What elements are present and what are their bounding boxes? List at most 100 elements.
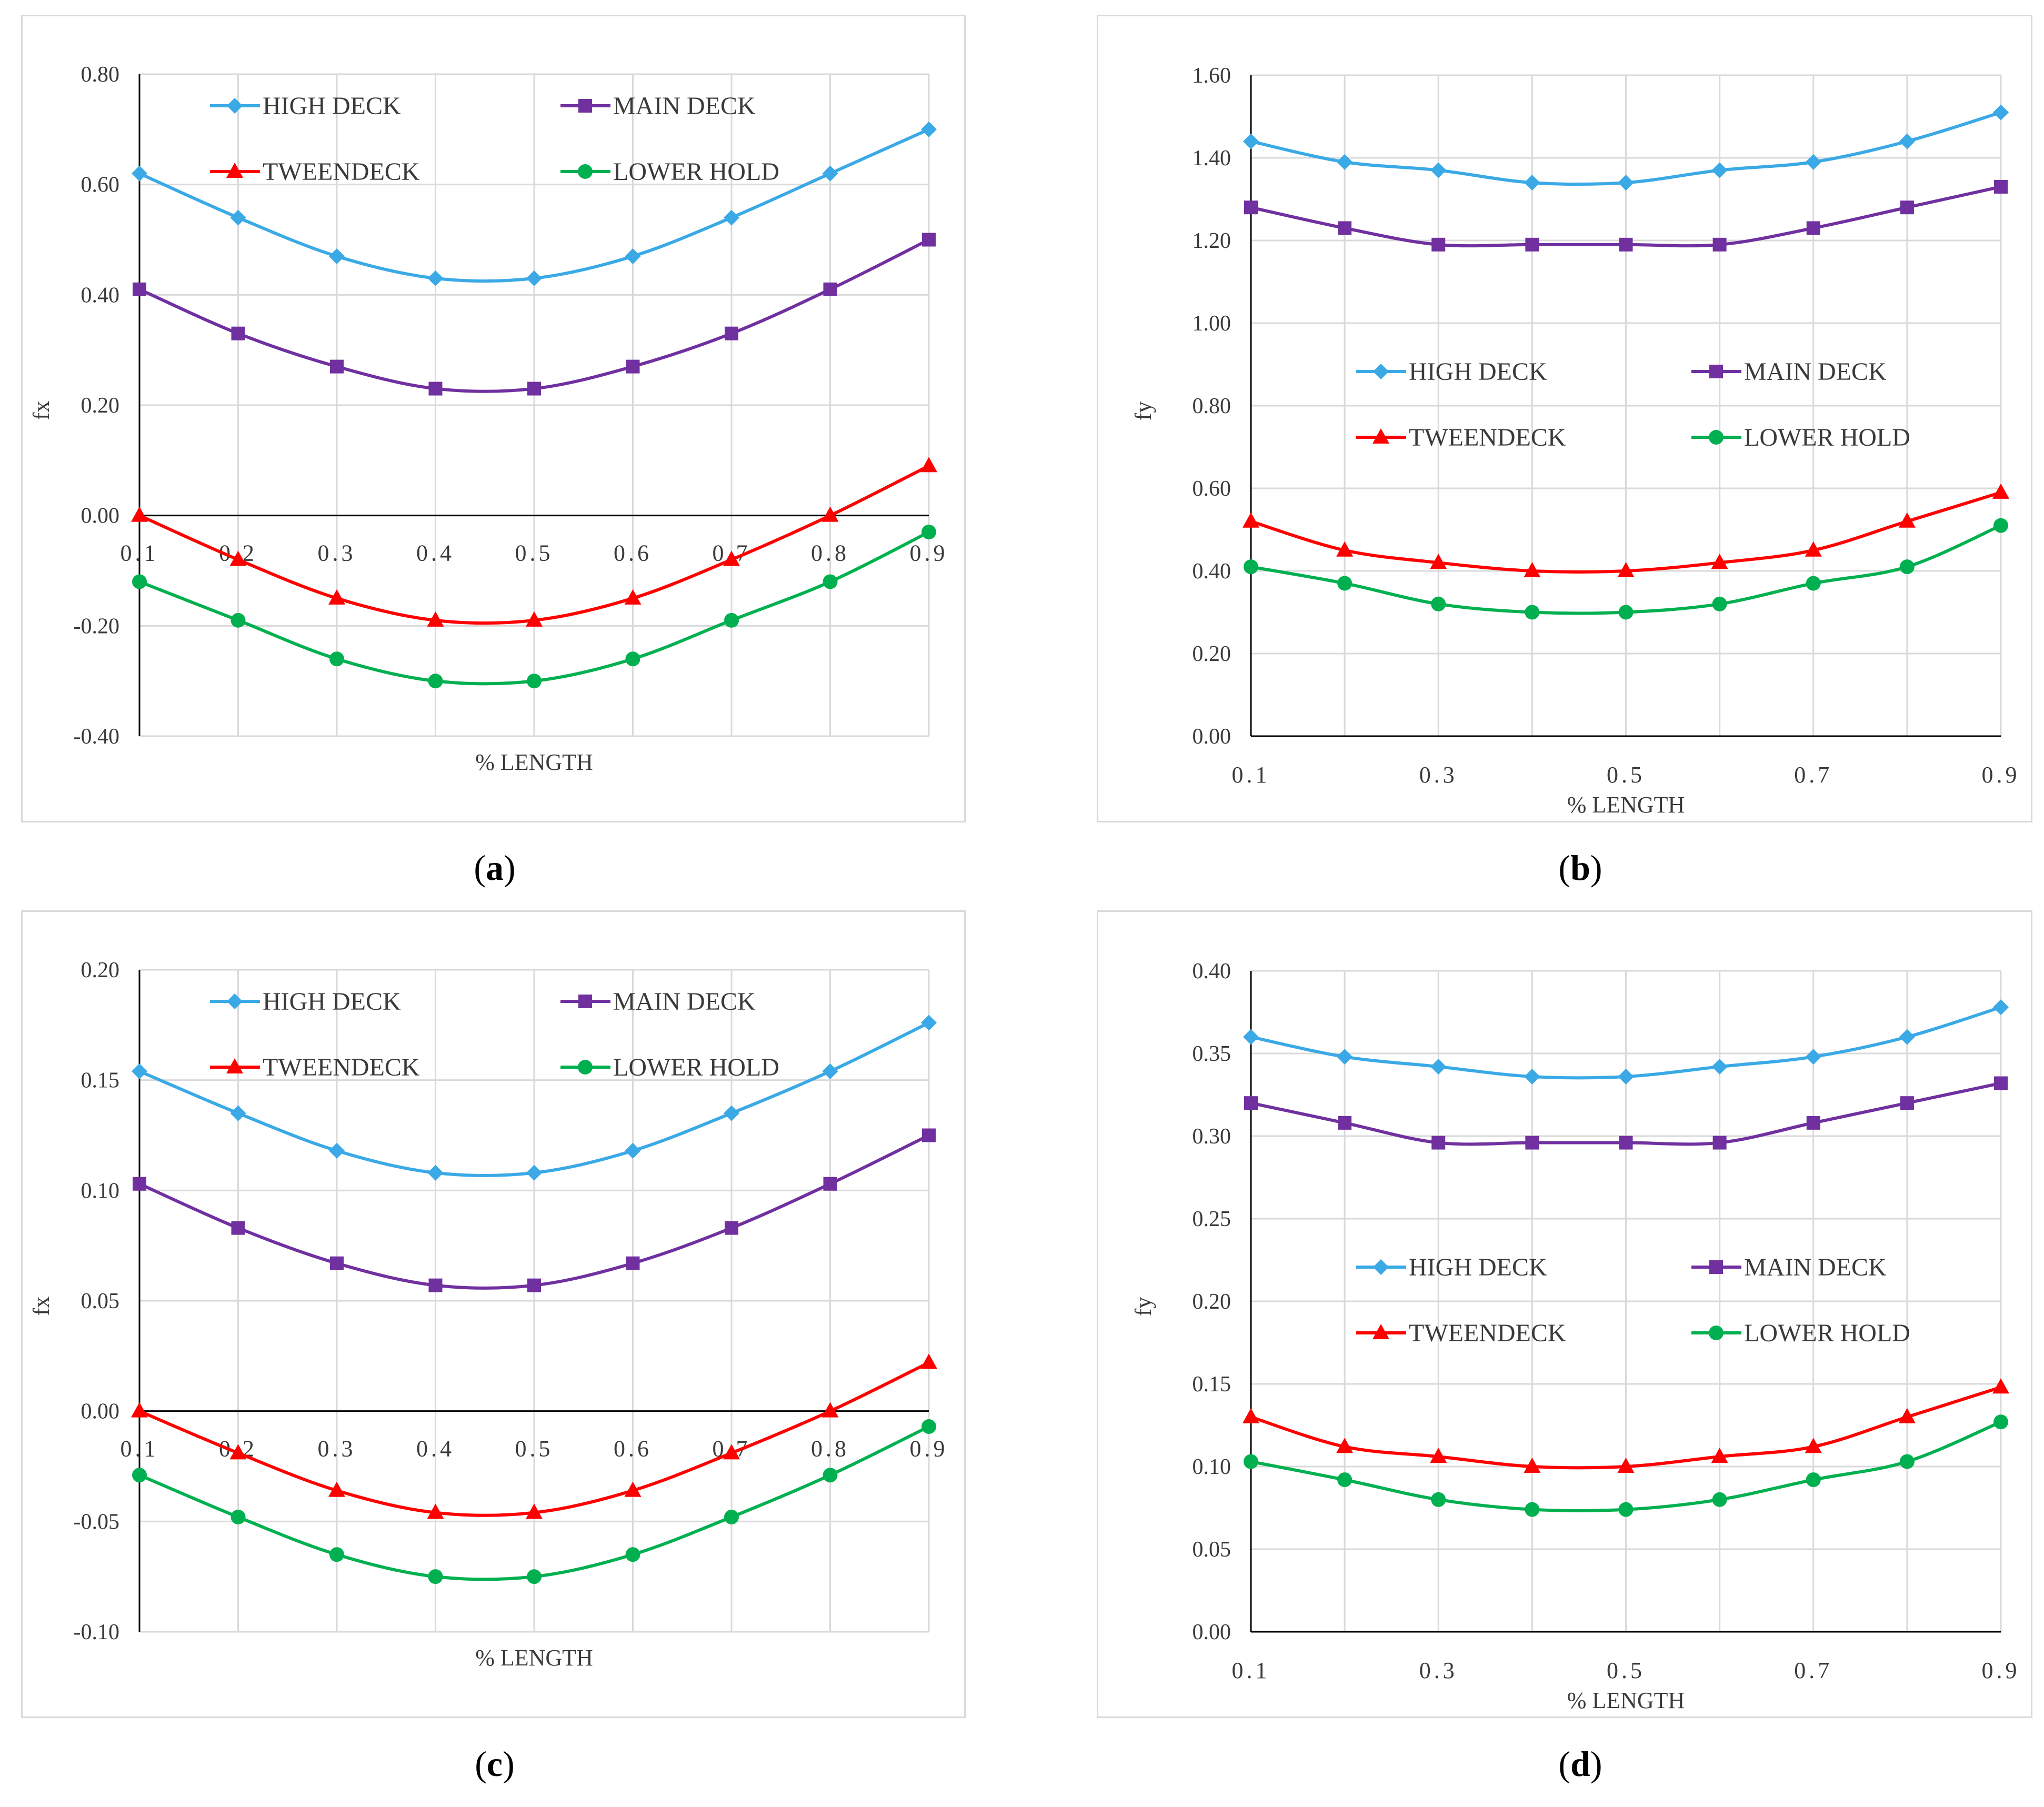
data-point-marker [131, 1402, 148, 1418]
data-point-marker [1805, 1049, 1821, 1065]
data-point-marker [723, 1444, 740, 1460]
x-tick-label: 0.1 [121, 540, 159, 566]
data-point-marker [1993, 1414, 2008, 1430]
legend-item: MAIN DECK [1691, 1253, 1887, 1281]
data-point-marker [1992, 1378, 2009, 1394]
x-axis-title: % LENGTH [475, 1645, 593, 1671]
y-tick-label: 0.05 [1193, 1538, 1231, 1562]
series-main-deck [133, 233, 936, 396]
legend-label: TWEENDECK [263, 158, 420, 186]
legend: HIGH DECK MAIN DECK TWEENDECK LOWER HOLD [1356, 358, 1910, 451]
series-lower-hold [132, 525, 936, 689]
legend-label: HIGH DECK [1409, 1253, 1547, 1281]
legend-label: TWEENDECK [1409, 424, 1566, 451]
data-point-marker [1806, 1472, 1821, 1488]
data-point-marker [1993, 104, 2009, 121]
y-tick-label: 0.35 [1193, 1042, 1231, 1066]
data-point-marker [624, 589, 642, 605]
x-tick-label: 0.9 [1982, 762, 2020, 788]
data-point-marker [231, 613, 246, 628]
data-point-marker [921, 1419, 936, 1434]
x-tick-label: 0.1 [1232, 762, 1270, 788]
legend-swatch-marker [578, 995, 592, 1008]
x-tick-label: 0.1 [1232, 1658, 1270, 1683]
chart-panel-a: -0.40-0.200.000.200.400.600.800.10.20.30… [21, 15, 966, 822]
caption-d: (d) [1558, 1744, 1602, 1784]
y-tick-label: 0.15 [81, 1069, 120, 1093]
data-point-marker [626, 359, 640, 374]
data-point-marker [133, 1177, 146, 1191]
x-tick-label: 0.6 [614, 1436, 652, 1462]
y-tick-label: 0.10 [1193, 1455, 1231, 1479]
data-point-marker [526, 1164, 542, 1181]
legend-swatch-marker [578, 99, 592, 113]
x-tick-label: 0.7 [1794, 1658, 1832, 1683]
data-point-marker [922, 233, 936, 247]
data-point-marker [724, 1509, 739, 1524]
data-point-marker [1806, 221, 1820, 235]
data-point-marker [1805, 154, 1821, 170]
x-tick-label: 0.9 [1982, 1658, 2020, 1683]
data-point-marker [626, 1256, 640, 1270]
data-point-marker [1337, 576, 1352, 591]
data-point-marker [230, 209, 246, 226]
series-high-deck [1243, 999, 2009, 1085]
series-tweendeck [1243, 1378, 2009, 1473]
x-tick-label: 0.3 [1419, 762, 1458, 788]
caption-c-letter: c [486, 1744, 503, 1784]
data-point-marker [132, 574, 147, 589]
y-tick-label: 0.20 [1193, 642, 1231, 666]
data-point-marker [133, 282, 146, 296]
x-tick-label: 0.5 [515, 1436, 554, 1462]
data-point-marker [724, 209, 739, 226]
data-point-marker [132, 165, 147, 182]
data-point-marker [1618, 605, 1634, 620]
data-point-marker [1618, 1502, 1634, 1517]
x-axis-title: % LENGTH [1567, 1688, 1685, 1713]
data-point-marker [920, 1353, 937, 1369]
caption-a-letter: a [486, 848, 504, 888]
data-point-marker [329, 1142, 345, 1159]
data-point-marker [1431, 1136, 1446, 1150]
legend-swatch-marker [1709, 1260, 1723, 1274]
data-point-marker [625, 651, 640, 667]
chart-d-svg: 0.00 0.05 0.10 0.15 0.20 0.25 0.30 0.35 0.40 0.1 0… [1130, 959, 2020, 1713]
data-point-marker [328, 1481, 345, 1497]
y-tick-label: 0.00 [81, 1400, 120, 1424]
data-point-marker [1336, 1438, 1354, 1453]
data-point-marker [1711, 554, 1728, 569]
data-point-marker [1338, 1116, 1352, 1130]
legend-swatch-marker [578, 1060, 593, 1075]
data-point-marker [427, 1503, 444, 1519]
y-tick-label: 0.15 [1193, 1372, 1231, 1397]
legend-label: LOWER HOLD [1744, 1319, 1910, 1347]
data-point-marker [1993, 518, 2008, 533]
y-tick-label: 0.30 [1193, 1125, 1231, 1149]
data-point-marker [526, 611, 543, 627]
data-point-marker [1618, 175, 1634, 191]
data-point-marker [823, 1177, 837, 1191]
chart-panel-c: -0.10-0.050.000.050.100.150.200.10.20.30… [21, 910, 966, 1718]
data-point-marker [921, 1015, 937, 1031]
data-point-marker [1900, 1096, 1914, 1110]
legend-swatch-marker [226, 1058, 243, 1073]
caption-d-letter: d [1570, 1744, 1590, 1784]
series-tweendeck [1243, 483, 2009, 577]
x-tick-label: 0.1 [121, 1436, 159, 1462]
data-point-marker [1430, 1448, 1447, 1463]
y-tick-label: 0.00 [1193, 725, 1231, 749]
y-tick-label: 1.00 [1193, 312, 1231, 336]
x-tick-label: 0.4 [416, 1436, 455, 1462]
data-point-marker [725, 1221, 738, 1235]
legend-label: HIGH DECK [1409, 358, 1547, 386]
data-point-marker [527, 674, 542, 689]
data-point-marker [428, 382, 443, 396]
data-point-marker [231, 1221, 245, 1235]
data-point-marker [527, 1569, 542, 1584]
data-point-marker [922, 1128, 936, 1142]
y-tick-label: 0.40 [1193, 959, 1231, 983]
y-tick-label: 1.20 [1193, 229, 1231, 253]
y-tick-label: 0.60 [81, 173, 120, 197]
data-point-marker [427, 1164, 444, 1181]
data-point-marker [1805, 541, 1822, 557]
